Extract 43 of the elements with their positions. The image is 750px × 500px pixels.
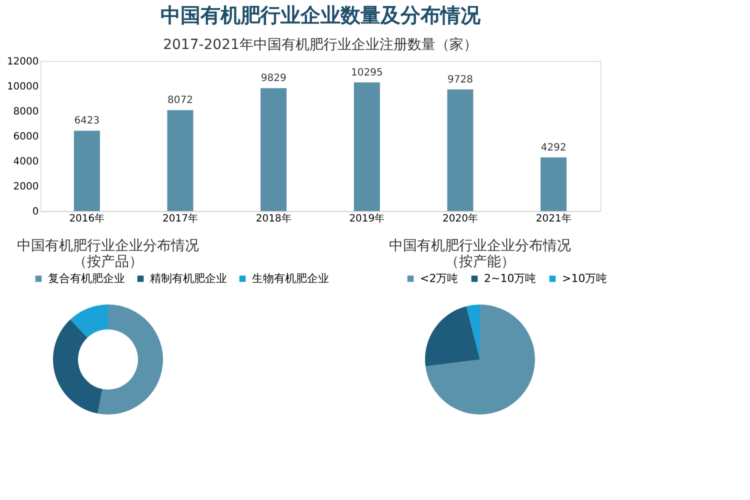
bar xyxy=(260,88,287,211)
data-label: 10295 xyxy=(351,67,383,78)
data-label: 8072 xyxy=(168,95,193,106)
data-label: 4292 xyxy=(540,142,566,154)
donut-slice xyxy=(98,304,163,414)
bar xyxy=(447,89,474,211)
legend-label: 精制有机肥企业 xyxy=(150,272,227,285)
chart-subtitle: 2017-2021年中国有机肥行业企业注册数量（家） xyxy=(163,37,478,53)
bar xyxy=(74,130,100,211)
chart-subtitle: （按产能） xyxy=(445,254,515,270)
x-tick-label: 2020年 xyxy=(442,212,478,224)
data-label: 9728 xyxy=(448,74,473,86)
chart-title: 中国有机肥行业企业数量及分布情况 xyxy=(160,3,482,27)
y-tick-label: 10000 xyxy=(6,82,39,92)
pie-slice xyxy=(425,306,480,366)
bar xyxy=(540,157,567,211)
chart-subtitle: （按产品） xyxy=(73,254,143,270)
legend-label: <2万吨 xyxy=(420,272,458,285)
legend-label: 2~10万吨 xyxy=(484,272,536,285)
chart-title: 中国有机肥行业企业分布情况 xyxy=(17,238,199,254)
pie-slice xyxy=(425,304,535,414)
x-tick-label: 2016年 xyxy=(69,212,105,224)
legend-label: 复合有机肥企业 xyxy=(48,272,125,285)
y-tick-label: 2000 xyxy=(13,182,39,192)
chart-title: 中国有机肥行业企业分布情况 xyxy=(389,238,571,254)
y-tick-label: 0 xyxy=(32,206,39,218)
y-tick-label: 4000 xyxy=(13,156,39,168)
data-label: 9829 xyxy=(260,73,286,84)
legend-label: 生物有机肥企业 xyxy=(252,272,329,285)
bar xyxy=(167,110,194,211)
y-tick-label: 12000 xyxy=(6,56,39,68)
donut-slice xyxy=(53,319,102,414)
y-tick-label: 8000 xyxy=(13,106,39,118)
pie-slice xyxy=(466,304,480,360)
x-tick-label: 2018年 xyxy=(256,212,292,224)
x-tick-label: 2017年 xyxy=(162,212,198,224)
y-tick-label: 6000 xyxy=(13,132,39,142)
donut-slice xyxy=(70,304,108,338)
data-label: 6423 xyxy=(74,116,100,127)
x-tick-label: 2019年 xyxy=(349,212,385,224)
bar xyxy=(354,82,380,211)
x-tick-label: 2021年 xyxy=(536,212,572,224)
legend-label: >10万吨 xyxy=(562,272,608,285)
